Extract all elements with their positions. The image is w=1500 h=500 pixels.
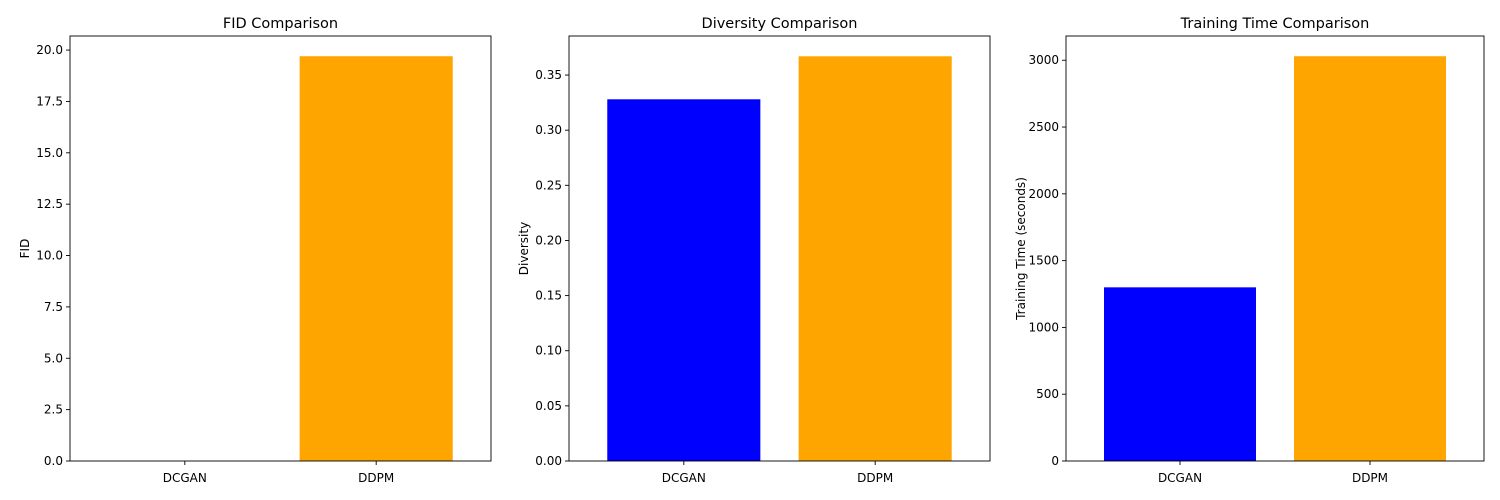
chart-panel-3: 0 500 1000 1500 2000 2500 3000 DCGAN DDPM Trainin… bbox=[1014, 16, 1485, 485]
bar-dcgan bbox=[607, 99, 761, 461]
y-tick-label: 2500 bbox=[1028, 120, 1059, 134]
y-tick-label: 0 bbox=[1051, 454, 1059, 468]
chart-panel-2: 0.00 0.05 0.10 0.15 0.20 0.25 0.30 0.35 DCGAN DDP… bbox=[517, 16, 991, 485]
x-tick-label: DCGAN bbox=[163, 471, 207, 485]
y-tick-label: 2000 bbox=[1028, 187, 1059, 201]
y-tick-label: 1500 bbox=[1028, 254, 1059, 268]
y-tick-label: 0.05 bbox=[535, 399, 562, 413]
y-tick-label: 0.0 bbox=[44, 454, 63, 468]
x-tick-label: DCGAN bbox=[1158, 471, 1202, 485]
chart-title: FID Comparison bbox=[223, 16, 338, 32]
y-tick-label: 0.15 bbox=[535, 289, 562, 303]
y-tick-label: 0.10 bbox=[535, 344, 562, 358]
y-tick-label: 0.30 bbox=[535, 123, 562, 137]
x-tick-label: DDPM bbox=[857, 471, 893, 485]
y-axis-label: FID bbox=[18, 239, 32, 259]
y-tick-label: 0.00 bbox=[535, 454, 562, 468]
bar-dcgan bbox=[1104, 287, 1256, 461]
y-tick-label: 15.0 bbox=[36, 146, 63, 160]
y-axis-label: Diversity bbox=[517, 222, 531, 275]
y-tick-label: 5.0 bbox=[44, 351, 63, 365]
y-axis-label: Training Time (seconds) bbox=[1014, 177, 1028, 321]
chart-title: Diversity Comparison bbox=[702, 16, 858, 32]
y-tick-label: 12.5 bbox=[36, 197, 63, 211]
axes-frame bbox=[1065, 35, 1485, 462]
y-tick-label: 2.5 bbox=[44, 403, 63, 417]
x-tick-label: DDPM bbox=[1352, 471, 1388, 485]
y-tick-label: 0.25 bbox=[535, 178, 562, 192]
y-tick-label: 0.35 bbox=[535, 68, 562, 82]
bar-ddpm bbox=[1294, 56, 1446, 461]
y-tick-label: 3000 bbox=[1028, 53, 1059, 67]
y-tick-label: 20.0 bbox=[36, 43, 63, 57]
axes-frame bbox=[568, 35, 991, 462]
axes-frame bbox=[69, 35, 492, 462]
x-tick-label: DCGAN bbox=[662, 471, 706, 485]
y-tick-label: 500 bbox=[1036, 387, 1059, 401]
bar-ddpm bbox=[299, 56, 453, 461]
x-tick-label: DDPM bbox=[358, 471, 394, 485]
y-tick-label: 0.20 bbox=[535, 233, 562, 247]
y-tick-label: 10.0 bbox=[36, 249, 63, 263]
y-tick-label: 1000 bbox=[1028, 320, 1059, 334]
chart-title: Training Time Comparison bbox=[1180, 16, 1370, 32]
bar-ddpm bbox=[798, 56, 952, 461]
chart-panel-1: 0.0 2.5 5.0 7.5 10.0 12.5 15.0 17.5 20.0 DCGAN DDP… bbox=[18, 16, 492, 485]
y-tick-label: 7.5 bbox=[44, 300, 63, 314]
y-tick-label: 17.5 bbox=[36, 94, 63, 108]
